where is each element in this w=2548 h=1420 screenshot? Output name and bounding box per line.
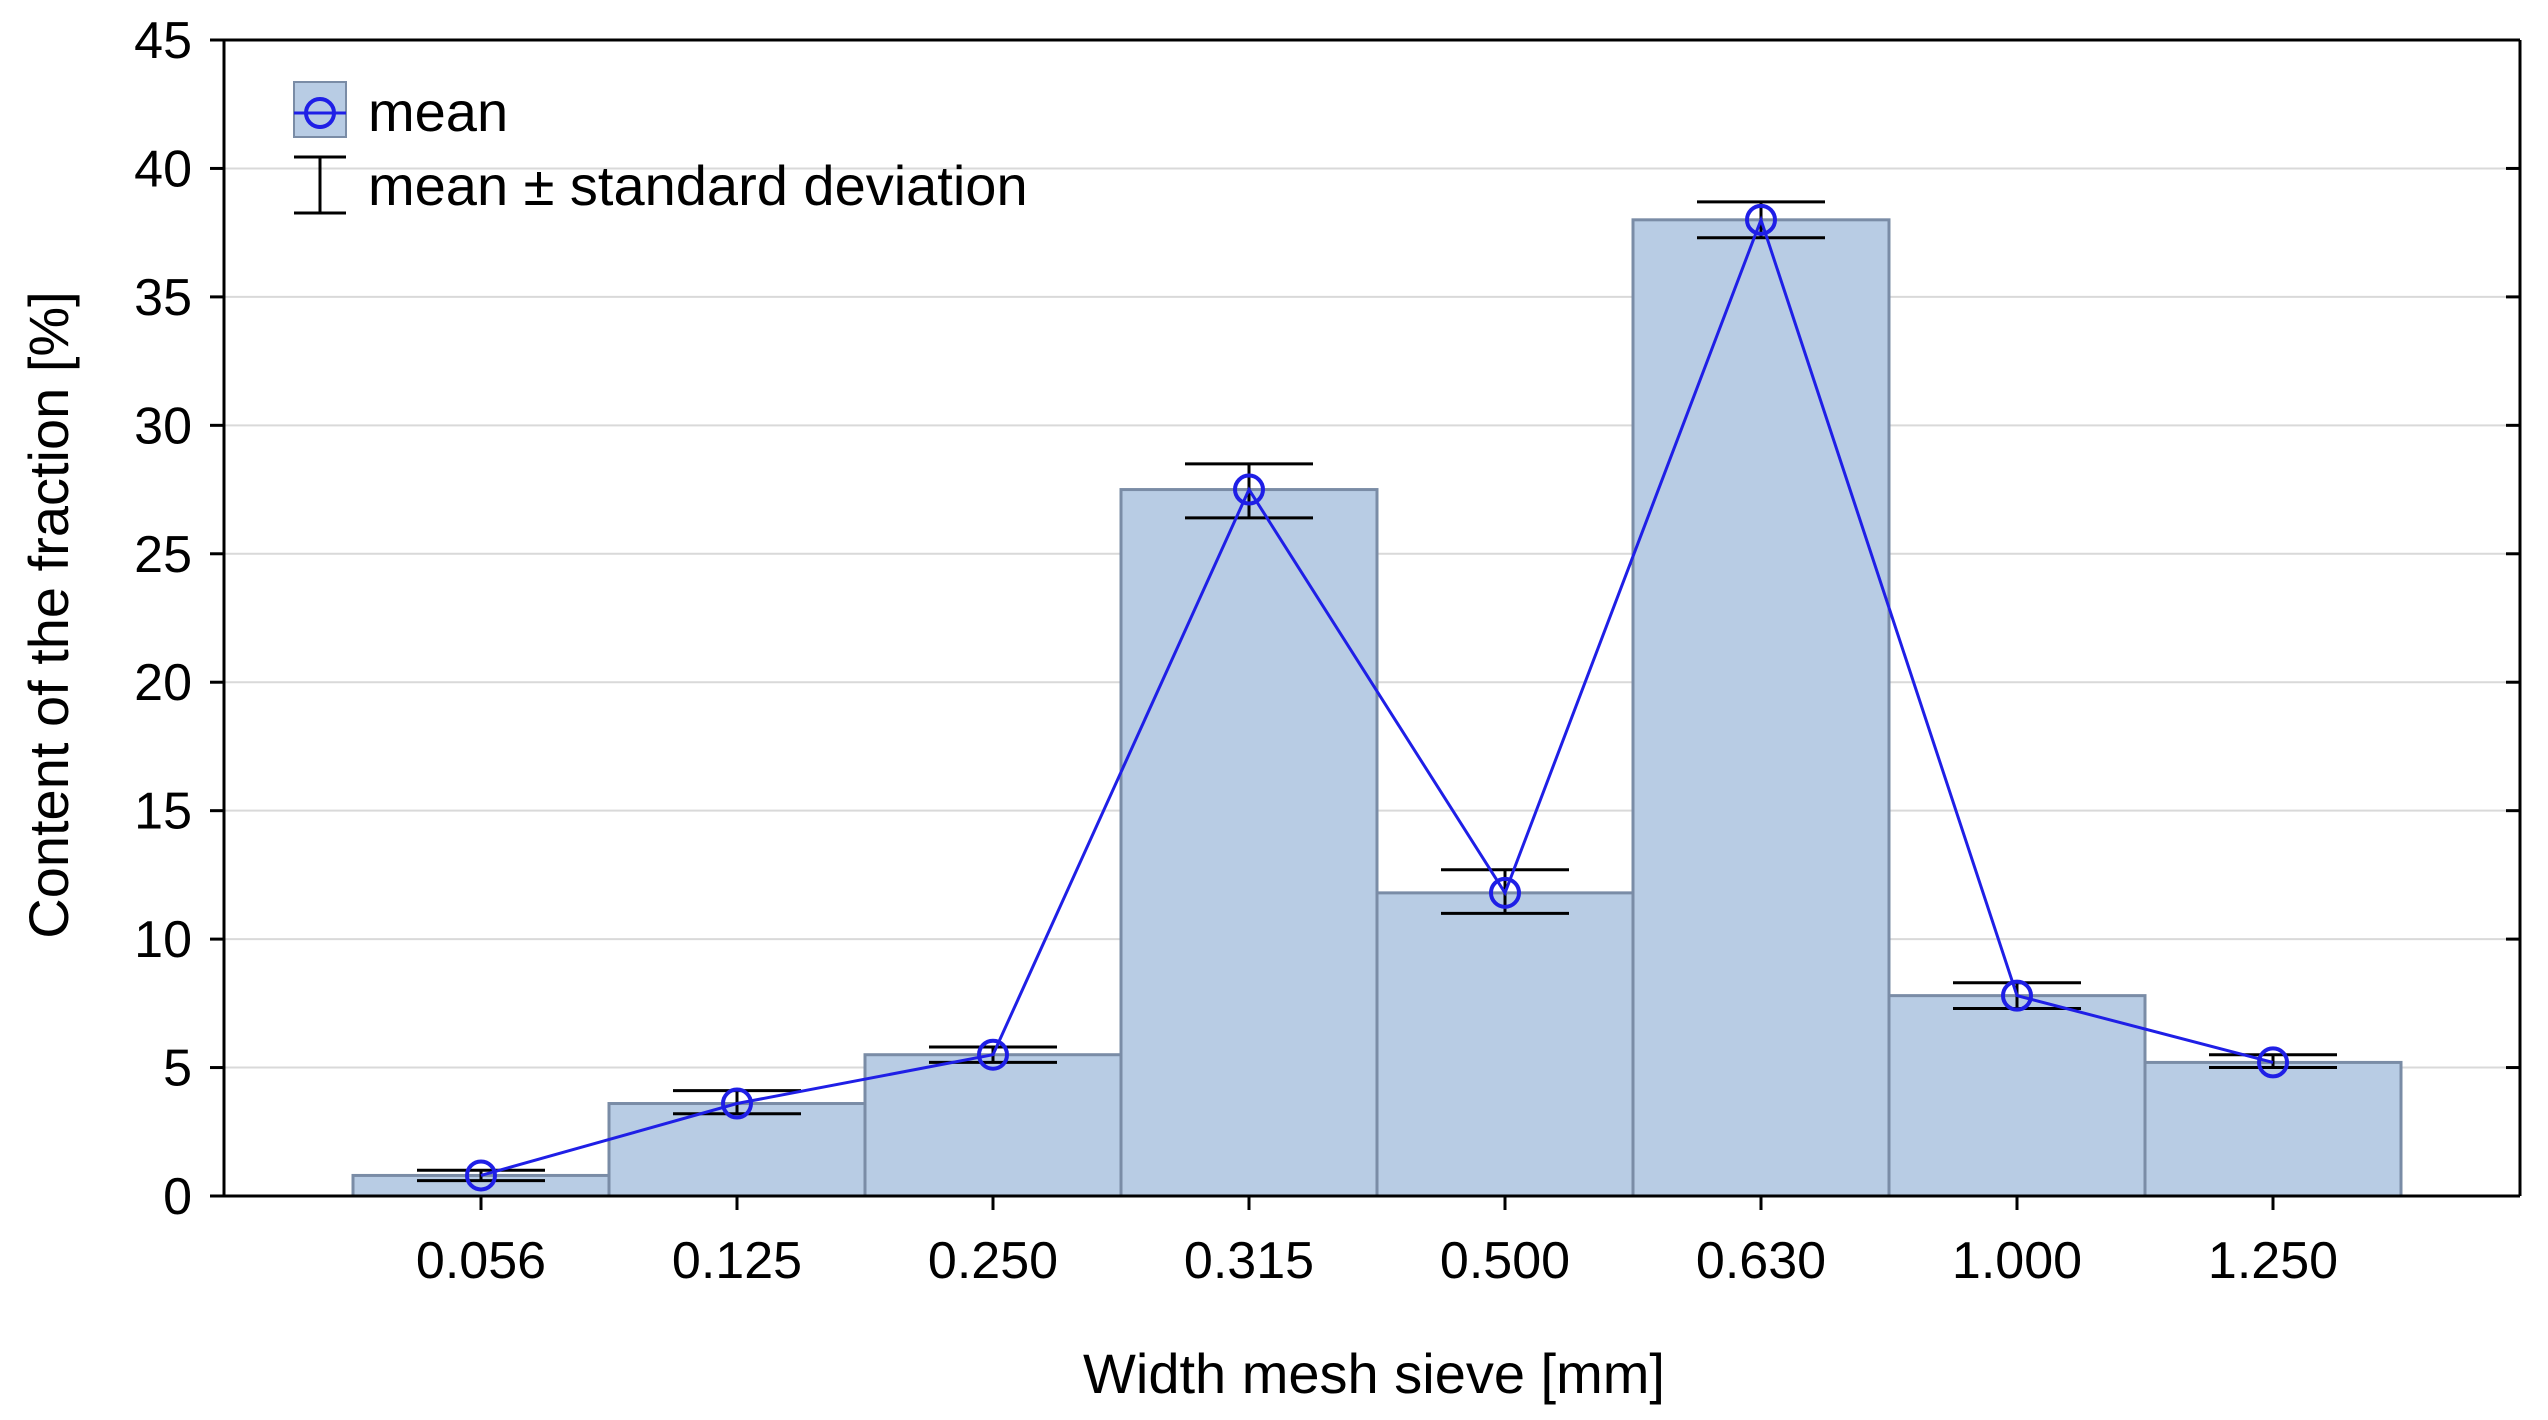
x-tick-label-0.250: 0.250 [928,1232,1058,1290]
y-tick-label-10: 10 [134,911,192,969]
mean-point-0.056 [465,1159,497,1192]
x-tick-label-0.125: 0.125 [672,1232,802,1290]
x-tick-label-0.315: 0.315 [1184,1232,1314,1290]
y-tick-label-25: 25 [134,526,192,584]
mean-line [465,203,2289,1192]
mean-polyline [480,215,2274,1177]
axes [210,38,2522,1210]
x-axis-label: Width mesh sieve [mm] [1083,1342,1665,1405]
x-tick-label-0.056: 0.056 [416,1232,546,1290]
x-tick-label-1.250: 1.250 [2208,1232,2338,1290]
y-tick-labels: 0 5 10 15 20 25 30 35 40 45 [134,12,192,1226]
y-axis-label: Content of the fraction [%] [17,291,80,938]
mean-point-0.500 [1489,876,1521,909]
error-bar-0.056 [417,1168,545,1183]
legend-errorbar-label: mean ± standard deviation [368,154,1028,217]
y-tick-label-40: 40 [134,140,192,198]
y-tick-label-15: 15 [134,783,192,841]
y-tick-label-20: 20 [134,654,192,712]
x-tick-label-0.630: 0.630 [1696,1232,1826,1290]
legend-mean-marker [304,97,336,129]
x-tick-labels: 0.056 0.125 0.250 0.315 0.500 0.630 1.000 1.250 [416,1232,2338,1290]
bar-0.630 [1631,218,1891,1198]
x-tick-label-1.000: 1.000 [1952,1232,2082,1290]
y-tick-label-0: 0 [163,1168,192,1226]
legend-mean-label: mean [368,80,508,143]
mean-point-0.630 [1745,203,1777,236]
mean-point-0.315 [1233,473,1265,506]
mean-point-0.250 [977,1038,1009,1071]
mean-point-0.125 [721,1087,753,1120]
y-tick-label-45: 45 [134,12,192,70]
legend: mean mean ± standard deviation [293,80,1028,217]
bar-0.315 [1119,488,1379,1198]
y-tick-label-35: 35 [134,269,192,327]
mean-point-1.250 [2257,1046,2289,1079]
bar-1.250 [2143,1060,2403,1198]
bar-1.000 [1887,994,2147,1198]
y-tick-label-5: 5 [163,1040,192,1098]
mean-point-1.000 [2001,979,2033,1012]
y-tick-label-30: 30 [134,397,192,455]
bar-0.500 [1375,891,1635,1198]
bar-0.250 [863,1053,1123,1198]
x-tick-label-0.500: 0.500 [1440,1232,1570,1290]
